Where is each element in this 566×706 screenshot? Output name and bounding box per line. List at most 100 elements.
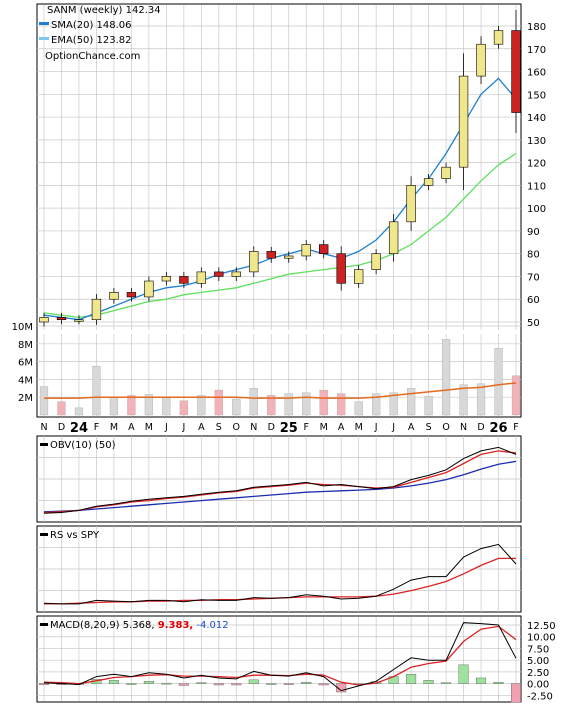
rs-grid — [37, 526, 521, 612]
candle-body — [406, 185, 416, 223]
macd-tick-label: 2.50 — [527, 668, 549, 679]
candle-body — [388, 221, 399, 254]
month-label: N — [40, 422, 47, 433]
volume-bar — [214, 389, 223, 416]
candle-body — [56, 317, 67, 321]
volume-axis: 2M 4M 6M 8M 10M — [12, 322, 33, 404]
price-candles — [39, 10, 521, 327]
volume-average-line — [44, 382, 517, 399]
month-label: O — [442, 422, 449, 433]
candle-body — [284, 255, 294, 259]
volume-bar — [127, 395, 136, 416]
volume-bar — [494, 348, 503, 416]
macd-label: MACD(8,20,9) 5.368, 9.383, -4.012 — [50, 620, 229, 631]
macd-histogram-bar — [510, 683, 522, 703]
macd-tick-label: 5.00 — [527, 656, 549, 667]
price-tick-label: 60 — [527, 295, 540, 306]
month-label: J — [181, 422, 185, 433]
macd-histogram-bar — [336, 683, 347, 693]
macd-tick-label: 7.50 — [527, 644, 549, 655]
month-label: 24 — [70, 421, 88, 436]
macd-tick-label: -2.50 — [527, 691, 553, 702]
price-tick-label: 170 — [527, 45, 546, 56]
candle-body — [74, 319, 84, 322]
candle-body — [144, 280, 154, 298]
volume-tick-label: 2M — [18, 393, 33, 404]
month-label: A — [198, 422, 205, 433]
price-tick-label: 80 — [527, 250, 540, 261]
volume-bar — [441, 339, 451, 416]
macd-histogram-bar — [318, 683, 329, 686]
macd-histogram-bar — [406, 674, 417, 684]
macd-panel-frame — [36, 615, 522, 703]
candle-body — [423, 178, 434, 186]
price-tick-label: 120 — [527, 159, 546, 170]
candle-body — [336, 253, 346, 284]
volume-bar — [39, 386, 49, 416]
month-label: M — [145, 422, 153, 433]
month-label: F — [513, 422, 518, 433]
price-tick-label: 130 — [527, 136, 546, 147]
candle-body — [319, 244, 329, 254]
price-tick-label: 50 — [527, 318, 540, 329]
ema-legend-swatch — [39, 37, 49, 40]
macd-histogram-bar — [161, 682, 172, 685]
macd-histogram-bar — [248, 679, 259, 684]
month-label: A — [338, 422, 345, 433]
month-label: 26 — [489, 421, 507, 436]
volume-bar — [74, 407, 84, 416]
macd-value: MACD(8,20,9) 5.368, — [50, 620, 155, 631]
obv-long-line — [43, 460, 517, 513]
price-tick-label: 150 — [527, 90, 546, 101]
price-tick-label: 110 — [527, 181, 546, 192]
macd-histogram-bar — [196, 682, 207, 684]
month-label: J — [164, 422, 168, 433]
volume-bar — [354, 401, 363, 416]
month-label: D — [477, 422, 484, 433]
volume-bar — [511, 375, 521, 416]
volume-bar — [197, 395, 206, 416]
price-axis: 50 60 70 80 90 100 110 120 130 140 150 160 170 180 — [527, 22, 546, 329]
candle-body — [231, 271, 241, 277]
volume-bar — [424, 396, 433, 416]
candle-body — [249, 251, 259, 273]
ema-line — [43, 152, 517, 319]
volume-bar — [284, 393, 293, 416]
price-tick-label: 180 — [527, 22, 546, 33]
price-grid — [37, 5, 521, 330]
month-label: 25 — [280, 421, 298, 436]
macd-signal-value: 9.383, — [158, 620, 193, 631]
month-label: D — [268, 422, 275, 433]
volume-bar — [92, 365, 101, 416]
month-label: J — [374, 422, 378, 433]
month-label: N — [460, 422, 467, 433]
volume-bar — [249, 388, 258, 416]
price-legend: SANM (weekly) 142.34 SMA(20) 148.06 EMA(… — [39, 5, 161, 62]
macd-histogram-bar — [231, 683, 242, 686]
volume-tick-label: 4M — [18, 375, 33, 386]
volume-bar — [459, 384, 468, 416]
month-label: N — [250, 422, 257, 433]
rs-legend-swatch — [40, 533, 48, 536]
volume-bar — [109, 397, 119, 416]
month-label: J — [391, 422, 395, 433]
volume-bar — [267, 395, 276, 416]
macd-line — [43, 622, 517, 692]
candle-body — [196, 271, 207, 284]
volume-bar — [232, 398, 241, 416]
candle-body — [441, 166, 451, 179]
month-axis: N D 24 F M A M J J A S O N D 25 F M A M J J A S O N D 26 F — [40, 421, 518, 436]
candle-body — [266, 251, 276, 259]
month-label: O — [233, 422, 240, 433]
macd-histogram-bar — [266, 683, 277, 685]
legend-ema: EMA(50) 123.82 — [51, 35, 131, 46]
macd-tick-label: 12.50 — [527, 621, 556, 632]
volume-bar — [476, 383, 486, 416]
rs-label: RS vs SPY — [50, 530, 100, 541]
month-label: M — [355, 422, 363, 433]
price-tick-label: 160 — [527, 68, 546, 79]
volume-bar — [319, 389, 328, 416]
volume-bar — [57, 401, 66, 416]
month-label: S — [426, 422, 432, 433]
